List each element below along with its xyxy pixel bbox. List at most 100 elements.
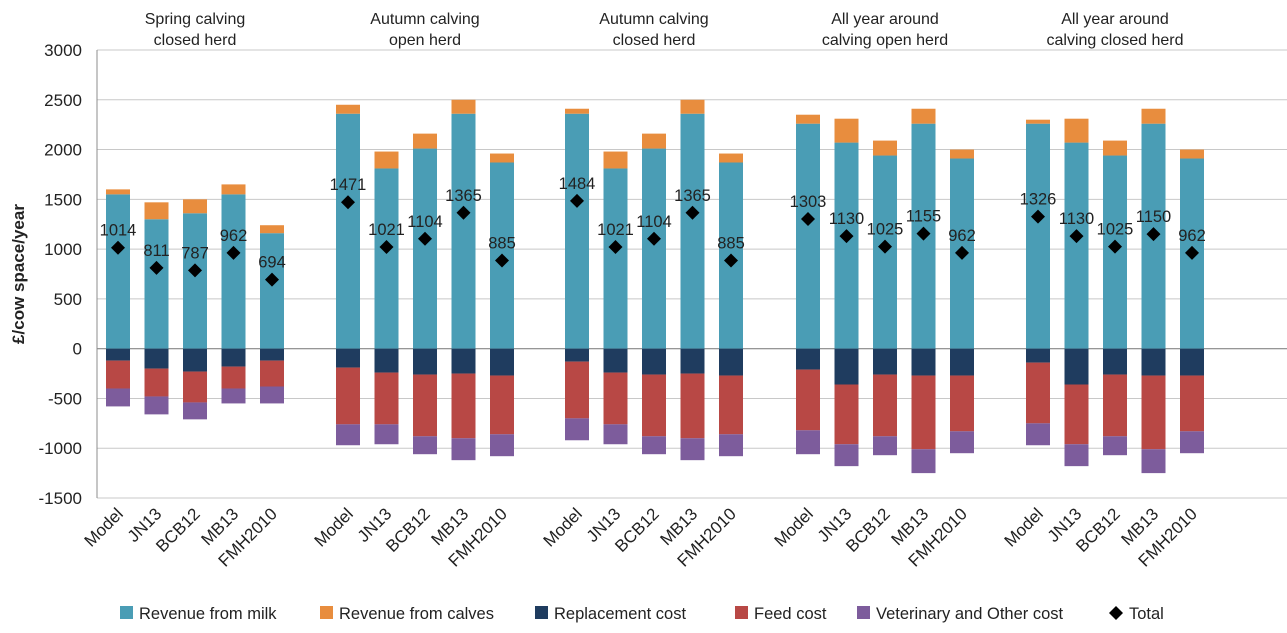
total-marker	[608, 240, 623, 255]
bar-segment	[680, 348, 705, 374]
total-marker	[188, 263, 202, 278]
total-marker	[1069, 229, 1084, 244]
bar-segment	[374, 151, 399, 169]
bar-segment	[413, 436, 437, 455]
bar-segment	[260, 225, 284, 234]
bar-segment	[413, 148, 437, 349]
bar-segment	[1141, 375, 1166, 450]
legend-swatch	[857, 606, 870, 619]
bar-segment	[490, 153, 514, 163]
total-marker	[1185, 245, 1199, 260]
legend-swatch	[1109, 606, 1123, 620]
bar-segment	[144, 348, 169, 369]
bar-segment	[221, 184, 246, 195]
bar-segment	[221, 348, 246, 367]
bar-segment	[642, 374, 666, 437]
bar-segment	[796, 348, 820, 370]
bar-segment	[106, 348, 130, 361]
group-title-line: closed herd	[613, 32, 696, 49]
bar-segment	[490, 375, 514, 435]
group-title-line: calving closed herd	[1047, 32, 1184, 49]
total-marker	[456, 205, 471, 220]
x-category-label: BCB12	[382, 504, 434, 556]
bar-segment	[336, 348, 360, 368]
y-tick-label: 2500	[44, 91, 82, 110]
legend-swatch	[535, 606, 548, 619]
y-tick-label: -1000	[39, 439, 82, 458]
group-title: Spring calving closed herd	[145, 11, 246, 49]
x-category-label: Model	[81, 504, 127, 550]
bar-segment	[106, 189, 130, 195]
bar-segment	[1064, 118, 1089, 143]
total-marker	[955, 245, 969, 260]
bar-segment	[1103, 436, 1127, 456]
total-data-label: 1326	[1020, 191, 1057, 209]
bar-segment	[680, 113, 705, 349]
bar-segment	[490, 434, 514, 457]
total-marker	[149, 260, 164, 275]
total-data-label: 962	[948, 227, 976, 245]
bar-segment	[911, 348, 936, 376]
total-data-label: 885	[717, 235, 745, 253]
group-title: All year around calving closed herd	[1047, 11, 1184, 49]
y-tick-label: 3000	[44, 41, 82, 60]
bar-segment	[260, 360, 284, 387]
bar-segment	[603, 372, 628, 425]
total-data-label: 962	[1178, 227, 1206, 245]
bar-segment	[1103, 140, 1127, 156]
legend-label: Revenue from milk	[139, 605, 277, 623]
legend-label: Total	[1129, 605, 1164, 623]
bar-segment	[680, 99, 705, 114]
total-marker	[647, 231, 661, 246]
total-data-label: 1155	[906, 208, 941, 226]
group-title-line: Autumn calving	[599, 11, 708, 28]
bar-segment	[950, 375, 974, 432]
bar-segment	[221, 366, 246, 389]
bar-segment	[603, 424, 628, 445]
total-marker	[801, 211, 815, 226]
total-marker	[265, 272, 279, 287]
bar-segment	[336, 367, 360, 425]
total-data-label: 1025	[1097, 221, 1134, 239]
x-category-label: BCB12	[1072, 504, 1124, 556]
legend-swatch	[120, 606, 133, 619]
x-category-label: Model	[540, 504, 586, 550]
bar-segment	[451, 373, 476, 439]
total-data-label: 1025	[867, 221, 904, 239]
bar-segment	[834, 384, 859, 445]
group-title-line: Autumn calving	[370, 11, 479, 28]
bar-segment	[719, 348, 743, 376]
bar-segment	[1026, 119, 1050, 124]
total-marker	[226, 245, 241, 260]
y-tick-label: -500	[48, 389, 82, 408]
bar-segment	[796, 369, 820, 431]
x-category-label: BCB12	[842, 504, 894, 556]
bar-segment	[1103, 348, 1127, 375]
y-tick-label: 500	[54, 290, 82, 309]
y-axis-label: £/cow space/year	[9, 204, 28, 344]
total-marker	[685, 205, 700, 220]
bar-segment	[183, 199, 207, 214]
bar-segment	[642, 133, 666, 149]
bar-segment	[834, 444, 859, 467]
legend-label: Veterinary and Other cost	[876, 605, 1064, 623]
bar-segment	[1141, 108, 1166, 124]
bar-segment	[873, 140, 897, 156]
bar-segment	[950, 348, 974, 376]
x-category-label: BCB12	[152, 504, 204, 556]
bar-segment	[144, 202, 169, 220]
bar-segment	[911, 375, 936, 450]
bar-segment	[1141, 348, 1166, 376]
bar-segment	[106, 388, 130, 407]
group-title-line: All year around	[1061, 11, 1169, 28]
bar-segment	[642, 436, 666, 455]
bar-segment	[183, 348, 207, 372]
bar-segment	[183, 402, 207, 420]
total-data-label: 787	[181, 244, 209, 262]
group-title-line: calving open herd	[822, 32, 948, 49]
bar-segment	[1064, 348, 1089, 385]
total-data-label: 811	[143, 242, 169, 260]
bar-segment	[374, 372, 399, 425]
bar-segment	[1180, 348, 1204, 376]
bar-segment	[796, 114, 820, 124]
